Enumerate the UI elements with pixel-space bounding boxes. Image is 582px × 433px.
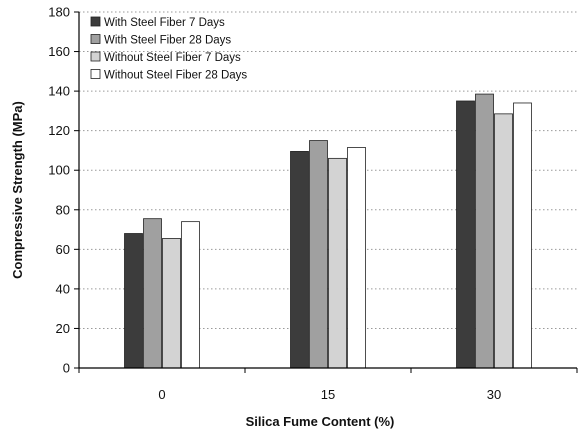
y-axis-title: Compressive Strength (MPa) <box>10 101 25 279</box>
legend-swatch <box>90 16 101 27</box>
grid-lines <box>79 11 577 329</box>
legend-label: Without Steel Fiber 7 Days <box>104 52 241 64</box>
x-axis-title: Silica Fume Content (%) <box>246 414 395 429</box>
legend-swatch <box>90 34 101 44</box>
axes <box>74 11 578 373</box>
bar <box>456 100 475 369</box>
bar <box>513 102 532 369</box>
bar <box>347 147 366 369</box>
x-tick-label: 15 <box>321 387 335 402</box>
bar <box>290 151 309 369</box>
bar <box>309 140 328 369</box>
y-tick-label: 180 <box>48 5 70 20</box>
legend-swatch <box>90 69 101 79</box>
y-tick-label: 160 <box>48 44 70 59</box>
bar <box>475 93 494 369</box>
y-tick-label: 40 <box>56 281 70 296</box>
legend-label: With Steel Fiber 7 Days <box>104 17 225 29</box>
bar <box>494 113 513 369</box>
bar <box>143 218 162 369</box>
bar <box>124 233 143 369</box>
y-tick-label: 60 <box>56 242 70 257</box>
legend: With Steel Fiber 7 Days With Steel Fiber … <box>90 16 247 82</box>
y-tick-label: 140 <box>48 84 70 99</box>
bar <box>181 221 200 369</box>
tick-labels: 0 20 40 60 80 100 120 140 160 180 0 15 30 <box>48 5 501 403</box>
y-tick-label: 80 <box>56 202 70 217</box>
bar <box>328 157 347 369</box>
legend-label: Without Steel Fiber 28 Days <box>104 70 247 82</box>
y-tick-label: 0 <box>63 361 70 376</box>
legend-swatch <box>90 51 101 62</box>
x-tick-label: 30 <box>487 387 501 402</box>
y-tick-label: 20 <box>56 321 70 336</box>
bars <box>124 93 532 369</box>
y-tick-label: 120 <box>48 123 70 138</box>
x-tick-label: 0 <box>158 387 165 402</box>
y-tick-label: 100 <box>48 163 70 178</box>
bar <box>162 238 181 369</box>
legend-label: With Steel Fiber 28 Days <box>104 35 231 47</box>
